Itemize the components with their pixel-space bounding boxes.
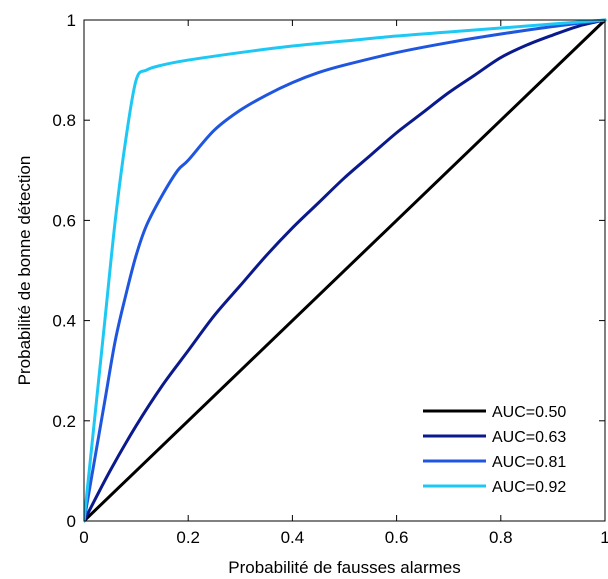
series-layer <box>84 18 607 523</box>
y-tick-label: 0.2 <box>52 412 76 431</box>
y-tick-label: 0.4 <box>52 312 76 331</box>
x-tick-label: 0.2 <box>176 528 200 547</box>
series-line-1 <box>84 18 607 523</box>
x-tick-label: 0.4 <box>281 528 305 547</box>
legend-label-3: AUC=0.92 <box>492 479 566 496</box>
series-line-0 <box>84 18 607 523</box>
y-tick-label: 0.6 <box>52 211 76 230</box>
plot-frame <box>83 19 606 522</box>
x-tick-label: 0 <box>79 528 88 547</box>
y-axis-label: Probabilité de bonne détection <box>15 156 34 386</box>
x-tick-label: 0.8 <box>489 528 513 547</box>
x-tick-label: 1 <box>600 528 608 547</box>
x-tick-label: 0.6 <box>385 528 409 547</box>
y-tick-label: 0 <box>67 512 76 531</box>
legend-label-0: AUC=0.50 <box>492 404 566 421</box>
y-tick-label: 0.8 <box>52 111 76 130</box>
ticks-layer: 0 0.2 0.4 0.6 0.8 1 0 0.2 0.4 0.6 0.8 1 <box>52 11 608 547</box>
x-axis-label: Probabilité de fausses alarmes <box>228 558 460 577</box>
series-line-3 <box>84 18 607 523</box>
legend: AUC=0.50 AUC=0.63 AUC=0.81 AUC=0.92 <box>423 404 566 496</box>
y-tick-label: 1 <box>67 11 76 30</box>
legend-label-2: AUC=0.81 <box>492 454 566 471</box>
series-line-2 <box>84 18 607 523</box>
legend-label-1: AUC=0.63 <box>492 429 566 446</box>
